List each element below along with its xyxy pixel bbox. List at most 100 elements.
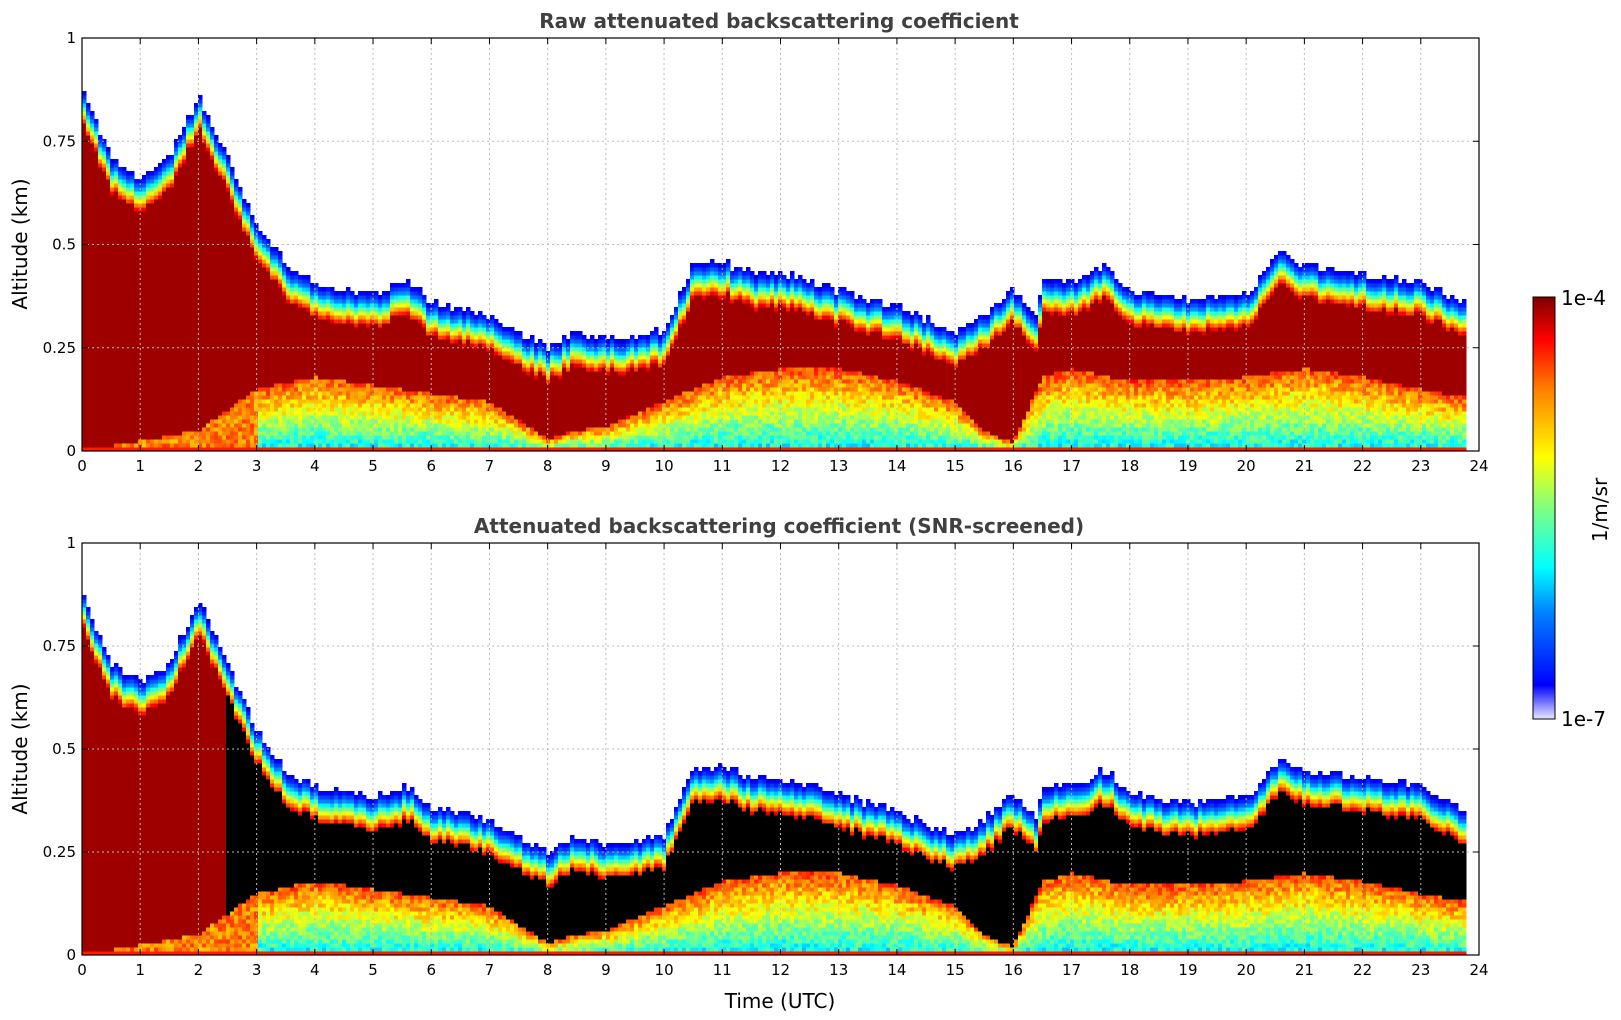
heatmap-column (342, 791, 347, 956)
heatmap-column (182, 127, 187, 452)
heatmap-column (798, 783, 803, 956)
heatmap-column (1218, 295, 1223, 452)
heatmap-column (810, 783, 815, 956)
heatmap-column (1002, 799, 1007, 956)
heatmap-column (986, 811, 991, 956)
panel-raw-heatmap (82, 91, 1467, 452)
heatmap-column (294, 271, 299, 452)
heatmap-column (830, 791, 835, 956)
x-tick-label: 8 (543, 457, 553, 475)
heatmap-column (1082, 275, 1087, 452)
heatmap-column (938, 831, 943, 956)
heatmap-column (142, 175, 147, 452)
heatmap-column (1294, 263, 1299, 452)
heatmap-column (974, 827, 979, 956)
heatmap-column (450, 311, 455, 452)
heatmap-column (974, 319, 979, 452)
heatmap-column (374, 799, 379, 956)
heatmap-column (1306, 263, 1311, 452)
heatmap-column (418, 287, 423, 452)
heatmap-column (1438, 799, 1443, 956)
x-tick-label: 15 (946, 961, 965, 979)
heatmap-column (430, 303, 435, 452)
heatmap-column (1146, 795, 1151, 956)
heatmap-column (146, 675, 151, 956)
heatmap-column (1286, 255, 1291, 452)
heatmap-column (786, 783, 791, 956)
heatmap-column (434, 299, 439, 452)
x-tick-label: 1 (135, 457, 145, 475)
heatmap-column (934, 327, 939, 452)
heatmap-column (618, 339, 623, 452)
heatmap-column (514, 835, 519, 956)
heatmap-column (846, 795, 851, 956)
heatmap-column (302, 779, 307, 956)
heatmap-column (698, 771, 703, 956)
heatmap-column (834, 295, 839, 452)
heatmap-column (278, 251, 283, 452)
heatmap-column (722, 767, 727, 956)
heatmap-column (606, 339, 611, 452)
y-tick-label: 0.5 (52, 740, 76, 758)
heatmap-column (626, 339, 631, 452)
heatmap-column (370, 291, 375, 452)
heatmap-column (326, 287, 331, 452)
heatmap-column (798, 275, 803, 452)
heatmap-column (1138, 295, 1143, 452)
heatmap-column (1182, 295, 1187, 452)
heatmap-column (578, 331, 583, 452)
heatmap-column (1026, 307, 1031, 452)
heatmap-column (1074, 783, 1079, 956)
heatmap-column (1314, 775, 1319, 956)
heatmap-column (1430, 795, 1435, 956)
heatmap-column (1282, 251, 1287, 452)
heatmap-column (250, 723, 255, 956)
heatmap-column (526, 843, 531, 956)
heatmap-column (1294, 767, 1299, 956)
heatmap-column (542, 847, 547, 956)
heatmap-column (194, 607, 199, 956)
heatmap-column (558, 343, 563, 452)
heatmap-column (142, 683, 147, 956)
x-tick-label: 21 (1295, 457, 1314, 475)
heatmap-column (682, 287, 687, 452)
heatmap-column (950, 331, 955, 452)
heatmap-column (90, 111, 95, 452)
heatmap-column (274, 247, 279, 452)
heatmap-column (966, 827, 971, 956)
heatmap-column (570, 835, 575, 956)
heatmap-column (850, 803, 855, 956)
heatmap-column (246, 707, 251, 956)
heatmap-column (1038, 799, 1043, 956)
heatmap-column (394, 283, 399, 452)
heatmap-column (222, 655, 227, 956)
heatmap-column (990, 815, 995, 956)
heatmap-column (1370, 779, 1375, 956)
heatmap-column (1454, 803, 1459, 956)
heatmap-column (654, 835, 659, 956)
heatmap-column (1354, 779, 1359, 956)
heatmap-column (242, 199, 247, 452)
panel-screened-xlabel: Time (UTC) (724, 989, 836, 1013)
heatmap-column (506, 327, 511, 452)
heatmap-column (574, 331, 579, 452)
heatmap-column (614, 843, 619, 956)
heatmap-column (818, 787, 823, 956)
heatmap-column (866, 799, 871, 956)
heatmap-column (978, 819, 983, 956)
heatmap-column (1162, 295, 1167, 452)
heatmap-column (622, 339, 627, 452)
x-tick-label: 24 (1469, 961, 1488, 979)
heatmap-column (1278, 759, 1283, 956)
x-tick-label: 14 (887, 961, 906, 979)
heatmap-column (338, 791, 343, 956)
heatmap-column (534, 343, 539, 452)
x-tick-label: 7 (485, 961, 495, 979)
heatmap-column (874, 299, 879, 452)
heatmap-column (670, 819, 675, 956)
heatmap-column (550, 343, 555, 452)
heatmap-column (890, 807, 895, 956)
heatmap-column (1186, 799, 1191, 956)
x-tick-label: 21 (1295, 961, 1314, 979)
heatmap-column (154, 671, 159, 956)
